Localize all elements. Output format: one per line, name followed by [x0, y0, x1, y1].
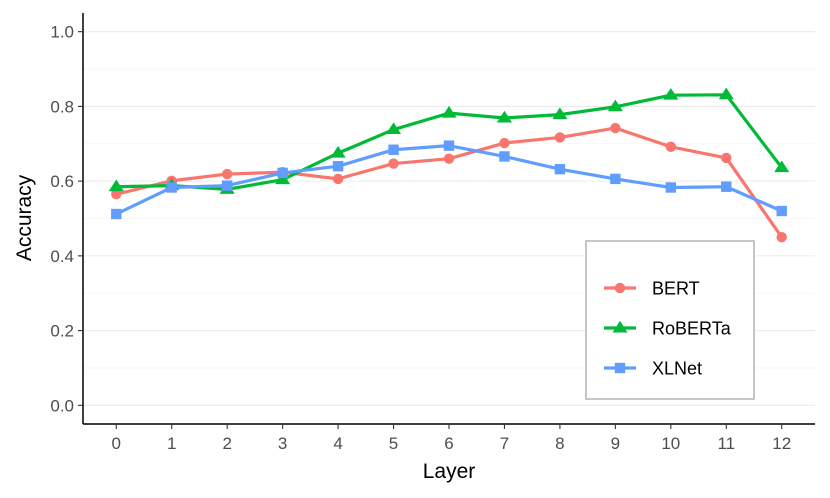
- y-tick-label: 1.0: [50, 23, 74, 42]
- series-group: [108, 87, 790, 243]
- x-tick-label: 0: [112, 434, 121, 453]
- legend-label-bert: BERT: [652, 279, 700, 299]
- y-tick-label: 0.0: [50, 396, 74, 415]
- data-point-roberta: [275, 172, 291, 185]
- data-point-xlnet: [388, 144, 399, 155]
- x-tick-label: 12: [772, 434, 791, 453]
- data-point-xlnet: [665, 182, 677, 193]
- data-point-xlnet: [499, 151, 510, 162]
- x-tick-label: 3: [278, 434, 287, 453]
- data-point-xlnet: [277, 167, 288, 179]
- data-point-roberta: [718, 87, 734, 100]
- x-tick-label: 6: [444, 434, 453, 453]
- legend-box: [585, 240, 755, 400]
- data-point-bert: [554, 132, 566, 143]
- series-xlnet: [111, 140, 787, 220]
- data-point-xlnet: [610, 173, 621, 185]
- data-point-bert: [221, 168, 233, 180]
- x-tick-label: 10: [661, 434, 680, 453]
- data-point-xlnet: [721, 181, 732, 192]
- legend: BERT RoBERTa XLNet: [585, 240, 755, 400]
- data-point-xlnet: [776, 205, 787, 217]
- data-point-roberta: [607, 99, 623, 112]
- data-point-bert: [610, 122, 621, 134]
- data-point-xlnet: [554, 163, 566, 175]
- data-point-roberta: [496, 110, 513, 123]
- y-axis-title: Accuracy: [13, 174, 36, 261]
- x-tick-label: 7: [500, 434, 509, 453]
- data-point-bert: [776, 231, 787, 243]
- data-point-bert: [111, 189, 122, 200]
- legend-marker-roberta: [612, 320, 628, 333]
- x-tick-label: 8: [555, 434, 564, 453]
- legend-item-bert: BERT: [604, 279, 700, 299]
- data-point-xlnet: [332, 160, 344, 172]
- legend-label-xlnet: XLNet: [652, 359, 702, 379]
- data-point-bert: [332, 173, 344, 185]
- data-point-roberta: [330, 145, 346, 158]
- legend-item-roberta: RoBERTa: [604, 319, 732, 339]
- x-tick-label: 5: [389, 434, 398, 453]
- x-tick-label: 1: [167, 434, 176, 453]
- y-tick-label: 0.4: [50, 247, 74, 266]
- x-tick-label: 4: [333, 434, 342, 453]
- legend-label-roberta: RoBERTa: [652, 319, 732, 339]
- tick-labels: 0.00.20.40.60.81.00 1 2 3 4 5 6 7 8 9 10 11 12: [50, 23, 791, 453]
- data-point-roberta: [774, 160, 790, 173]
- legend-marker-bert: [614, 282, 626, 294]
- data-point-xlnet: [221, 180, 233, 191]
- x-tick-label: 2: [222, 434, 231, 453]
- x-tick-label: 11: [717, 434, 735, 453]
- data-point-roberta: [441, 105, 457, 118]
- y-tick-label: 0.6: [50, 172, 74, 191]
- y-tick-label: 0.8: [50, 97, 74, 116]
- y-tick-label: 0.2: [50, 322, 74, 341]
- data-point-roberta: [385, 122, 402, 135]
- legend-marker-xlnet: [614, 362, 626, 374]
- x-tick-label: 9: [611, 434, 620, 453]
- data-point-roberta: [108, 179, 124, 192]
- data-point-xlnet: [166, 182, 177, 193]
- data-point-roberta: [663, 88, 679, 100]
- data-point-bert: [721, 152, 732, 164]
- data-point-xlnet: [111, 208, 122, 220]
- data-point-bert: [499, 137, 510, 149]
- data-point-bert: [443, 153, 455, 164]
- data-point-bert: [665, 141, 677, 152]
- legend-item-xlnet: XLNet: [604, 359, 702, 379]
- data-point-roberta: [552, 107, 568, 120]
- data-point-xlnet: [443, 140, 455, 151]
- data-point-bert: [388, 158, 399, 169]
- x-axis-title: Layer: [423, 460, 476, 483]
